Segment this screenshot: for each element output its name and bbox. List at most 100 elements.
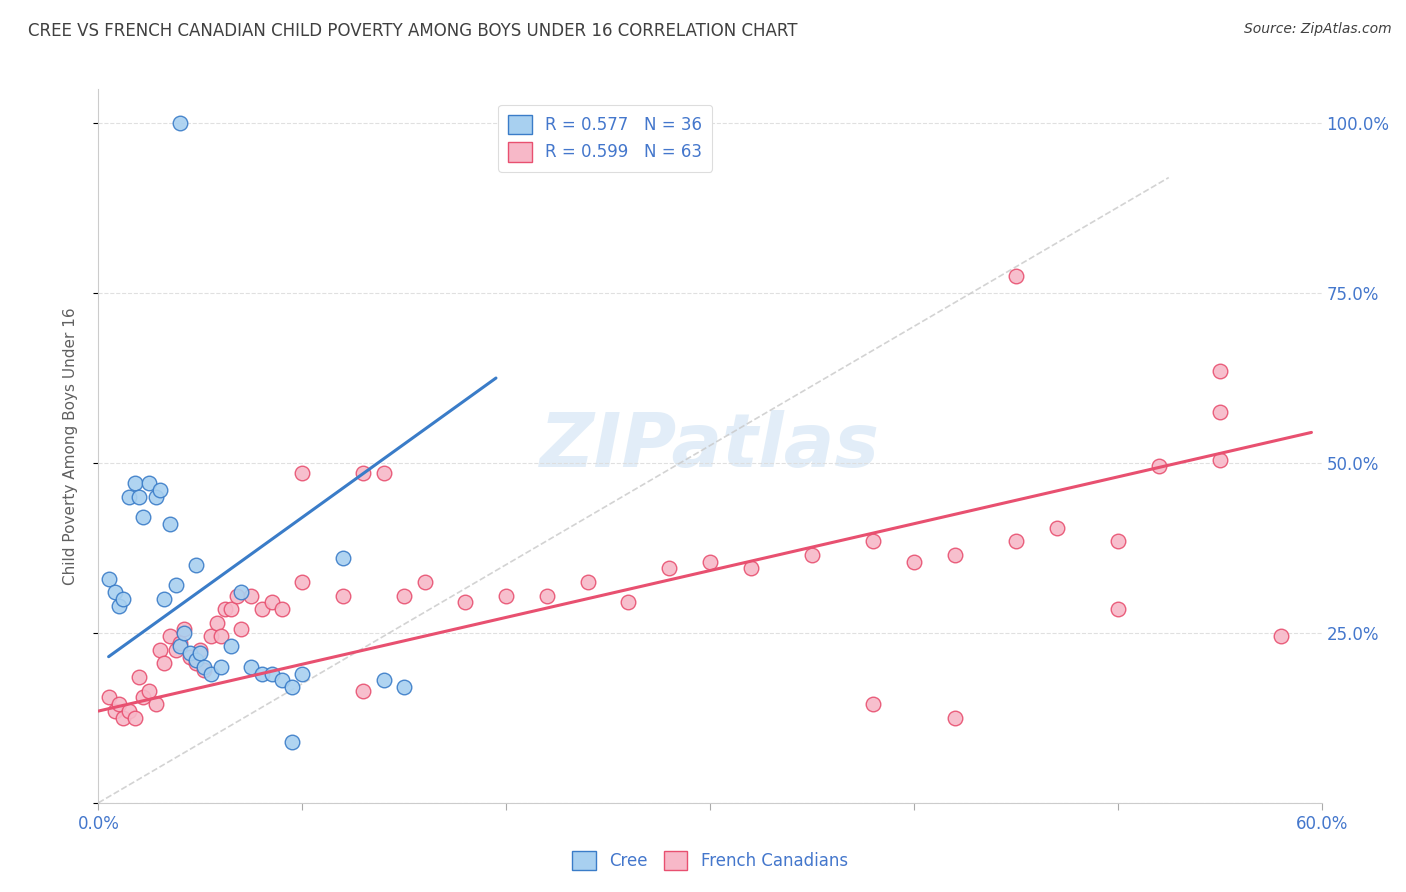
Point [862,698,884,712]
Point [1107,602,1129,616]
Point [111,711,134,725]
Point [536,589,558,603]
Point [159,517,181,532]
Y-axis label: Child Poverty Among Boys Under 16: Child Poverty Among Boys Under 16 [63,307,77,585]
Point [145,490,167,504]
Point [943,711,966,725]
Point [231,585,253,599]
Point [281,734,304,748]
Point [111,591,134,606]
Point [209,660,232,674]
Point [270,673,294,688]
Point [219,640,242,654]
Point [862,534,884,549]
Point [352,683,374,698]
Point [104,704,127,718]
Point [188,646,212,660]
Point [373,466,395,480]
Point [495,589,517,603]
Point [173,623,195,637]
Point [801,548,824,562]
Point [186,653,208,667]
Point [291,574,314,589]
Point [118,704,141,718]
Point [260,666,283,681]
Point [291,666,314,681]
Point [250,602,273,616]
Point [903,555,925,569]
Point [240,660,263,674]
Point [108,599,131,613]
Point [200,666,222,681]
Legend: Cree, French Canadians: Cree, French Canadians [565,844,855,877]
Point [740,561,762,575]
Point [149,483,172,498]
Point [165,643,187,657]
Point [124,711,146,725]
Point [179,646,201,660]
Point [193,660,215,674]
Point [240,589,263,603]
Text: ZIPatlas: ZIPatlas [540,409,880,483]
Point [152,591,174,606]
Point [226,589,249,603]
Point [352,466,374,480]
Point [392,680,416,694]
Point [169,636,191,650]
Point [173,626,195,640]
Point [118,490,141,504]
Point [169,116,191,130]
Point [188,643,212,657]
Point [165,578,187,592]
Point [1209,452,1232,467]
Point [231,623,253,637]
Point [138,683,160,698]
Point [214,602,236,616]
Point [1004,269,1026,284]
Point [104,585,127,599]
Point [145,698,167,712]
Point [1107,534,1129,549]
Point [132,690,155,705]
Point [1004,534,1026,549]
Point [205,615,228,630]
Point [332,589,354,603]
Point [1147,459,1170,474]
Point [1209,405,1232,419]
Point [152,657,174,671]
Point [260,595,283,609]
Point [200,629,222,643]
Point [186,657,208,671]
Point [128,670,150,684]
Point [169,640,191,654]
Point [1209,364,1232,378]
Point [291,466,314,480]
Point [373,673,395,688]
Point [128,490,150,504]
Point [454,595,477,609]
Text: CREE VS FRENCH CANADIAN CHILD POVERTY AMONG BOYS UNDER 16 CORRELATION CHART: CREE VS FRENCH CANADIAN CHILD POVERTY AM… [28,22,797,40]
Point [159,629,181,643]
Point [392,589,416,603]
Point [250,666,273,681]
Point [193,663,215,677]
Point [1270,629,1292,643]
Point [219,602,242,616]
Point [658,561,681,575]
Point [332,551,354,566]
Point [617,595,640,609]
Point [576,574,599,589]
Point [413,574,436,589]
Point [124,476,146,491]
Point [281,680,304,694]
Point [209,629,232,643]
Point [138,476,160,491]
Point [1045,520,1069,534]
Point [186,558,208,572]
Point [108,698,131,712]
Point [179,649,201,664]
Point [943,548,966,562]
Point [149,643,172,657]
Point [270,602,294,616]
Text: Source: ZipAtlas.com: Source: ZipAtlas.com [1244,22,1392,37]
